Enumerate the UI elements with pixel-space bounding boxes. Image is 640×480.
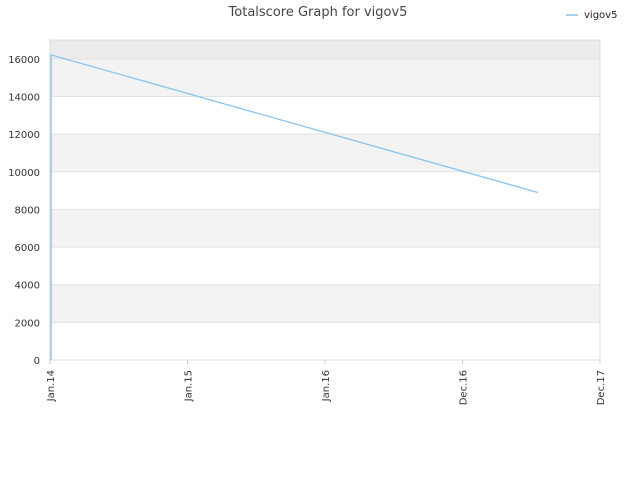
grid-band bbox=[50, 58, 600, 97]
x-tick-label: Jan.16 bbox=[321, 370, 332, 402]
y-tick-label: 4000 bbox=[15, 281, 40, 292]
grid-band bbox=[50, 247, 600, 285]
grid-band bbox=[50, 209, 600, 248]
grid-bands bbox=[50, 40, 600, 360]
grid-band bbox=[50, 284, 600, 323]
y-tick-label: 0 bbox=[34, 356, 40, 367]
grid-band bbox=[50, 322, 600, 360]
y-tick-label: 14000 bbox=[8, 92, 40, 103]
legend: vigov5 bbox=[566, 10, 617, 21]
grid-band bbox=[50, 96, 600, 135]
chart-title: Totalscore Graph for vigov5 bbox=[228, 5, 408, 20]
x-tick-label: Dec.17 bbox=[596, 370, 607, 405]
series-layer bbox=[50, 54, 538, 360]
x-tick-label: Dec.16 bbox=[459, 370, 470, 405]
series-line-vigov5 bbox=[50, 54, 538, 360]
y-axis: 0 2000 4000 6000 8000 10000 12000 14000 16000 bbox=[8, 55, 40, 367]
x-axis: Jan.14 Jan.15 Jan.16 Dec.16 Dec.17 bbox=[46, 360, 607, 405]
y-tick-label: 12000 bbox=[8, 130, 40, 141]
y-tick-label: 8000 bbox=[15, 205, 40, 216]
y-tick-label: 6000 bbox=[15, 243, 40, 254]
x-tick-label: Jan.15 bbox=[184, 370, 195, 402]
grid-band bbox=[50, 171, 600, 210]
legend-label-vigov5: vigov5 bbox=[584, 10, 617, 21]
grid-band bbox=[50, 40, 600, 59]
y-tick-label: 2000 bbox=[15, 318, 40, 329]
grid-band bbox=[50, 134, 600, 172]
y-tick-label: 10000 bbox=[8, 168, 40, 179]
x-tick-label: Jan.14 bbox=[46, 370, 57, 402]
y-tick-label: 16000 bbox=[8, 55, 40, 66]
